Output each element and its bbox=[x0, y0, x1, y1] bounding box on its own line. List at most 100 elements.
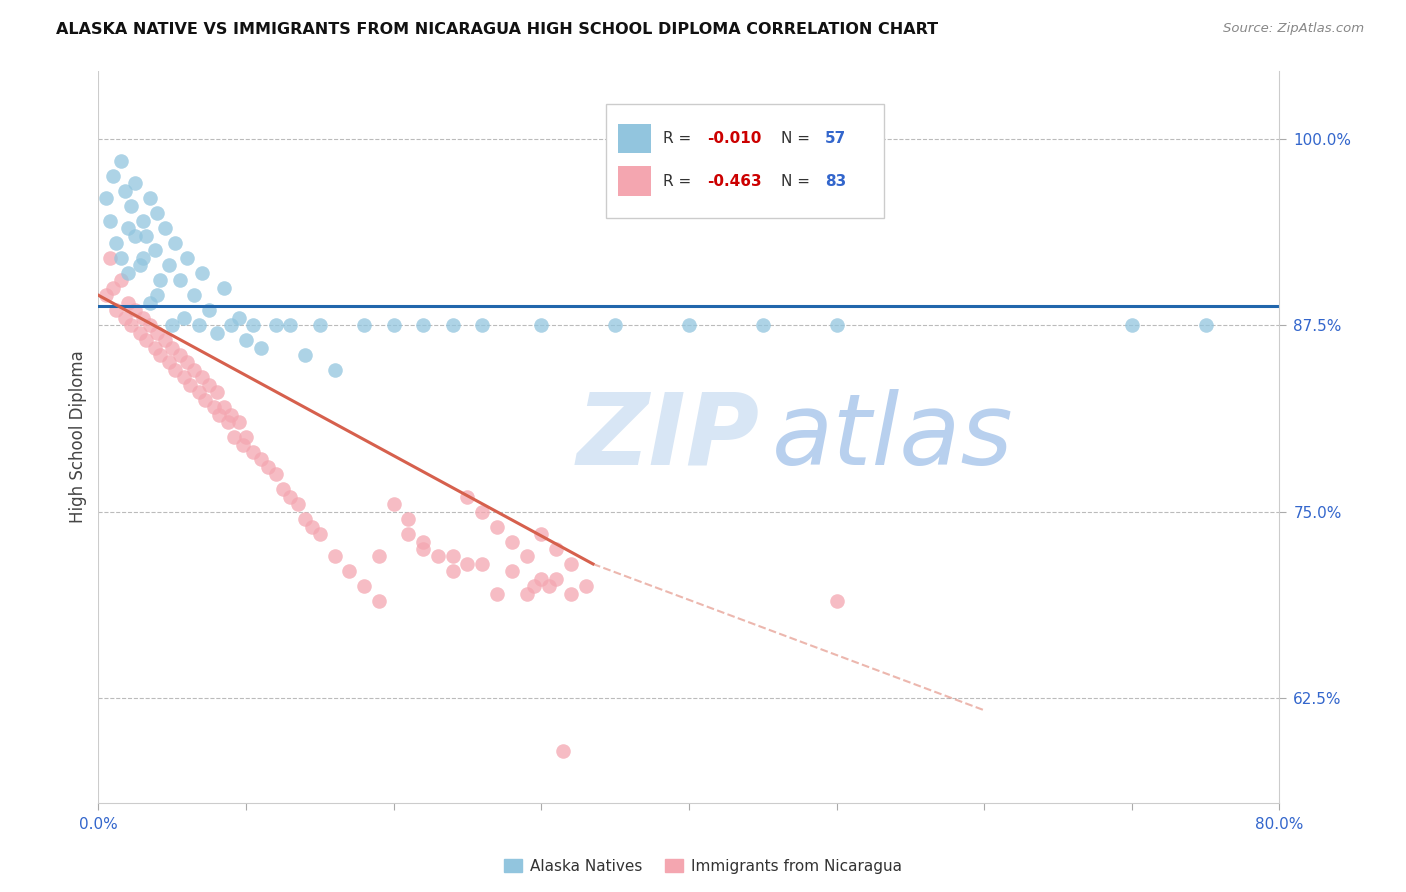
Point bbox=[471, 505, 494, 519]
Y-axis label: High School Diploma: High School Diploma bbox=[69, 351, 87, 524]
Point bbox=[294, 348, 316, 362]
Point bbox=[537, 579, 560, 593]
Point bbox=[751, 318, 773, 332]
Point bbox=[94, 288, 117, 302]
Point bbox=[124, 303, 146, 318]
Point bbox=[257, 459, 280, 474]
Point bbox=[105, 303, 128, 318]
Point bbox=[162, 318, 183, 332]
Point bbox=[486, 519, 509, 533]
Point bbox=[176, 355, 198, 369]
Point bbox=[117, 221, 139, 235]
Point bbox=[287, 497, 309, 511]
Text: ZIP: ZIP bbox=[576, 389, 759, 485]
FancyBboxPatch shape bbox=[619, 124, 651, 153]
Point bbox=[368, 549, 391, 564]
Text: -0.463: -0.463 bbox=[707, 174, 761, 188]
Point bbox=[179, 377, 201, 392]
Point bbox=[278, 318, 302, 332]
Point bbox=[486, 587, 509, 601]
Point bbox=[198, 303, 221, 318]
Point bbox=[157, 355, 180, 369]
Point bbox=[515, 587, 537, 601]
Point bbox=[560, 587, 582, 601]
Point bbox=[264, 318, 287, 332]
Text: 57: 57 bbox=[825, 131, 846, 146]
Point bbox=[456, 557, 478, 571]
Point bbox=[162, 341, 183, 355]
Point bbox=[412, 542, 434, 557]
Point bbox=[132, 251, 155, 265]
Point bbox=[146, 326, 169, 340]
Point bbox=[149, 273, 172, 287]
Point bbox=[219, 408, 242, 422]
Point bbox=[128, 326, 150, 340]
Point bbox=[242, 445, 264, 459]
Point bbox=[103, 281, 125, 295]
Point bbox=[515, 549, 537, 564]
Point bbox=[183, 363, 205, 377]
Point bbox=[353, 579, 375, 593]
Point bbox=[301, 519, 323, 533]
Point bbox=[605, 318, 627, 332]
Point bbox=[165, 235, 187, 250]
FancyBboxPatch shape bbox=[619, 167, 651, 195]
Point bbox=[339, 565, 360, 579]
Point bbox=[143, 341, 166, 355]
Point bbox=[546, 542, 568, 557]
Point bbox=[146, 206, 169, 220]
Point bbox=[560, 557, 582, 571]
Point bbox=[183, 288, 205, 302]
Point bbox=[441, 565, 464, 579]
Point bbox=[1121, 318, 1143, 332]
Point bbox=[105, 235, 128, 250]
Point bbox=[242, 318, 264, 332]
Point bbox=[187, 318, 209, 332]
Text: 83: 83 bbox=[825, 174, 846, 188]
Text: Source: ZipAtlas.com: Source: ZipAtlas.com bbox=[1223, 22, 1364, 36]
Point bbox=[825, 318, 848, 332]
Point bbox=[103, 169, 125, 183]
Point bbox=[546, 572, 568, 586]
Point bbox=[124, 177, 146, 191]
Point bbox=[124, 228, 146, 243]
Point bbox=[232, 437, 254, 451]
Point bbox=[132, 213, 155, 227]
Point bbox=[471, 318, 494, 332]
Point bbox=[120, 199, 142, 213]
Point bbox=[235, 333, 257, 347]
Point bbox=[198, 377, 221, 392]
Point bbox=[501, 534, 523, 549]
Legend: Alaska Natives, Immigrants from Nicaragua: Alaska Natives, Immigrants from Nicaragu… bbox=[498, 853, 908, 880]
Point bbox=[173, 370, 195, 384]
Point bbox=[98, 213, 121, 227]
Point bbox=[309, 318, 332, 332]
Point bbox=[202, 401, 225, 415]
Text: -0.010: -0.010 bbox=[707, 131, 761, 146]
Point bbox=[143, 244, 166, 258]
Point bbox=[98, 251, 121, 265]
Point bbox=[139, 191, 162, 205]
Point bbox=[396, 527, 419, 541]
Point bbox=[117, 266, 139, 280]
Point bbox=[396, 512, 419, 526]
Point bbox=[441, 318, 464, 332]
Point bbox=[250, 341, 273, 355]
Point bbox=[153, 333, 176, 347]
Point bbox=[212, 401, 235, 415]
Point bbox=[94, 191, 117, 205]
Point bbox=[309, 527, 332, 541]
Point bbox=[194, 392, 217, 407]
Point bbox=[368, 594, 391, 608]
Point bbox=[235, 430, 257, 444]
Point bbox=[574, 579, 596, 593]
Point bbox=[135, 228, 157, 243]
Point bbox=[191, 370, 214, 384]
Point bbox=[165, 363, 187, 377]
Text: R =: R = bbox=[664, 174, 696, 188]
Point bbox=[1195, 318, 1218, 332]
FancyBboxPatch shape bbox=[606, 104, 884, 218]
Point bbox=[176, 251, 198, 265]
Point bbox=[530, 527, 553, 541]
Point bbox=[208, 408, 231, 422]
